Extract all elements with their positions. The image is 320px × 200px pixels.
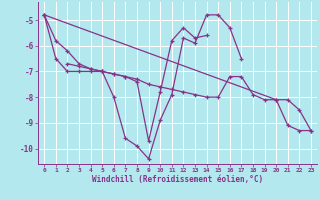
X-axis label: Windchill (Refroidissement éolien,°C): Windchill (Refroidissement éolien,°C) [92, 175, 263, 184]
